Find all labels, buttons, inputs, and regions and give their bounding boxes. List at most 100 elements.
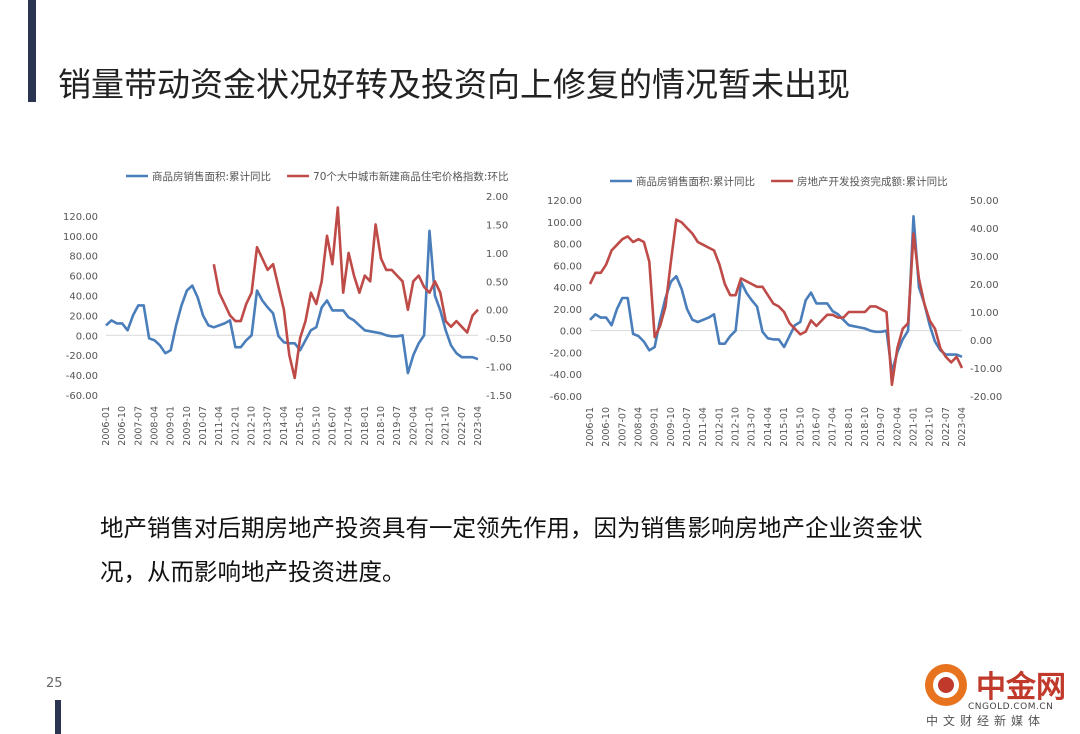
x-tick-label: 2009-10 <box>182 406 193 446</box>
y-tick-label: 80.00 <box>69 252 98 263</box>
legend-label: 70个大中城市新建商品住宅价格指数:环比 <box>313 170 508 183</box>
y2-tick-label: 1.50 <box>486 220 508 231</box>
y-tick-label: -20.00 <box>66 351 98 362</box>
x-tick-label: 2007-07 <box>133 406 144 446</box>
x-tick-label: 2013-07 <box>747 407 758 447</box>
x-tick-label: 2008-04 <box>634 407 645 447</box>
x-tick-label: 2012-01 <box>714 407 725 447</box>
x-tick-label: 2007-07 <box>617 407 628 447</box>
legend-label: 商品房销售面积:累计同比 <box>152 170 271 183</box>
y-tick-label: 0.00 <box>76 331 98 342</box>
y2-tick-label: -1.50 <box>486 391 512 402</box>
y-tick-label: 20.00 <box>69 311 98 322</box>
y2-tick-label: 10.00 <box>970 308 999 319</box>
y2-tick-label: 0.00 <box>970 336 992 347</box>
x-tick-label: 2015-01 <box>295 406 306 446</box>
logo-url: CNGOLD.COM.CN <box>968 702 1054 712</box>
y-tick-label: -20.00 <box>550 348 582 359</box>
y-tick-label: 100.00 <box>547 218 582 229</box>
y2-tick-label: -0.50 <box>486 334 512 345</box>
x-tick-label: 2023-04 <box>957 407 968 447</box>
y2-tick-label: 30.00 <box>970 252 999 263</box>
x-tick-label: 2018-10 <box>860 407 871 447</box>
x-tick-label: 2011-04 <box>698 407 709 447</box>
x-tick-label: 2016-07 <box>327 406 338 446</box>
x-tick-label: 2022-07 <box>941 407 952 447</box>
x-tick-label: 2021-01 <box>424 406 435 446</box>
slide-title: 销量带动资金状况好转及投资向上修复的情况暂未出现 <box>58 65 850 104</box>
x-tick-label: 2012-10 <box>247 406 258 446</box>
accent-bar <box>55 700 61 734</box>
logo-icon <box>925 664 967 706</box>
y-tick-label: -40.00 <box>550 370 582 381</box>
y2-tick-label: -1.00 <box>486 363 512 374</box>
y2-tick-label: -10.00 <box>970 364 1002 375</box>
y-tick-label: -40.00 <box>66 371 98 382</box>
y-tick-label: 20.00 <box>553 305 582 316</box>
x-tick-label: 2006-10 <box>117 406 128 446</box>
x-tick-label: 2013-07 <box>263 406 274 446</box>
x-tick-label: 2008-04 <box>150 406 161 446</box>
y-tick-label: -60.00 <box>66 391 98 402</box>
x-tick-label: 2015-10 <box>311 406 322 446</box>
body-text: 地产销售对后期房地产投资具有一定领先作用，因为销售影响房地产企业资金状况，从而影… <box>100 514 923 586</box>
legend-label: 房地产开发投资完成额:累计同比 <box>797 175 948 188</box>
y-tick-label: -60.00 <box>550 392 582 403</box>
x-tick-label: 2021-01 <box>908 407 919 447</box>
x-tick-label: 2016-07 <box>811 407 822 447</box>
y-tick-label: 120.00 <box>547 196 582 207</box>
series-line <box>105 229 479 375</box>
series-line <box>212 206 479 380</box>
x-tick-label: 2019-07 <box>876 407 887 447</box>
y-tick-label: 60.00 <box>69 272 98 283</box>
x-tick-label: 2018-10 <box>376 406 387 446</box>
y-tick-label: 60.00 <box>553 261 582 272</box>
x-tick-label: 2015-10 <box>795 407 806 447</box>
x-tick-label: 2006-01 <box>585 407 596 447</box>
x-tick-label: 2017-04 <box>344 406 355 446</box>
logo-slogan: 中文财经新媒体 <box>926 714 1046 728</box>
x-tick-label: 2021-10 <box>925 407 936 447</box>
x-tick-label: 2006-10 <box>601 407 612 447</box>
x-tick-label: 2021-10 <box>441 406 452 446</box>
x-tick-label: 2010-07 <box>682 407 693 447</box>
x-tick-label: 2018-01 <box>360 406 371 446</box>
y-tick-label: 120.00 <box>63 212 98 223</box>
y2-tick-label: -20.00 <box>970 392 1002 403</box>
y-tick-label: 40.00 <box>69 292 98 303</box>
x-tick-label: 2020-04 <box>892 407 903 447</box>
y-tick-label: 100.00 <box>63 232 98 243</box>
y2-tick-label: 40.00 <box>970 224 999 235</box>
x-tick-label: 2009-01 <box>166 406 177 446</box>
x-tick-label: 2014-04 <box>279 406 290 446</box>
y2-tick-label: 2.00 <box>486 192 508 203</box>
x-tick-label: 2011-04 <box>214 406 225 446</box>
y2-tick-label: 0.00 <box>486 306 508 317</box>
y2-tick-label: 50.00 <box>970 196 999 207</box>
x-tick-label: 2012-10 <box>731 407 742 447</box>
logo-name: 中金网 <box>976 670 1066 705</box>
series-line <box>589 215 963 374</box>
charts: -60.00 -40.00 -20.00 0.00 20.00 40.00 60.00 80.… <box>63 170 1002 447</box>
x-tick-label: 2009-10 <box>666 407 677 447</box>
x-tick-label: 2014-04 <box>763 407 774 447</box>
accent-bar <box>28 0 36 102</box>
page-number: 25 <box>46 676 63 691</box>
x-tick-label: 2022-07 <box>457 406 468 446</box>
x-tick-label: 2019-07 <box>392 406 403 446</box>
y2-tick-label: 20.00 <box>970 280 999 291</box>
x-tick-label: 2017-04 <box>828 407 839 447</box>
x-tick-label: 2020-04 <box>408 406 419 446</box>
x-tick-label: 2009-01 <box>650 407 661 447</box>
y2-tick-label: 1.00 <box>486 249 508 260</box>
y-tick-label: 80.00 <box>553 240 582 251</box>
legend-label: 商品房销售面积:累计同比 <box>636 175 755 188</box>
y2-tick-label: 0.50 <box>486 277 508 288</box>
x-tick-label: 2018-01 <box>844 407 855 447</box>
x-tick-label: 2006-01 <box>101 406 112 446</box>
series-line <box>588 218 964 387</box>
x-tick-label: 2010-07 <box>198 406 209 446</box>
x-tick-label: 2023-04 <box>473 406 484 446</box>
x-tick-label: 2015-01 <box>779 407 790 447</box>
